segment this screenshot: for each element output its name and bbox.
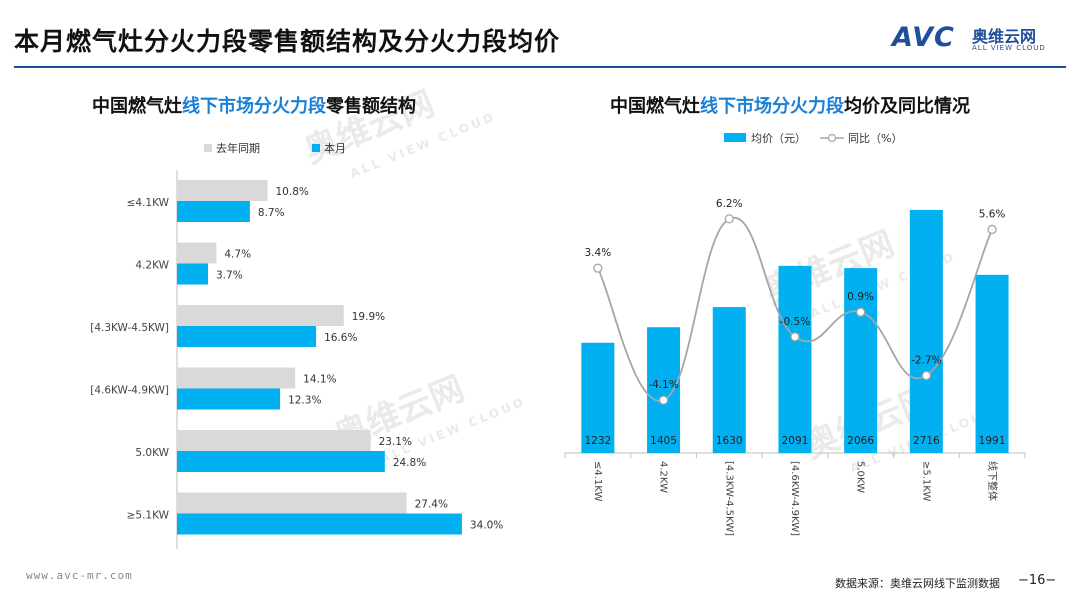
bar-avg-price xyxy=(909,209,943,453)
right-title-prefix: 中国燃气灶 xyxy=(610,96,700,117)
line-marker-yoy xyxy=(658,395,669,405)
legend-marker-yoy xyxy=(827,133,837,143)
data-label-last-year: 14.1% xyxy=(303,374,336,386)
legend-label-yoy: 同比（%） xyxy=(848,132,902,145)
avc-logo: AVC 奥维云网 ALL VIEW CLOUD xyxy=(892,22,1062,58)
category-label: [4.6KW-4.9KW] xyxy=(789,461,800,536)
data-label-last-year: 4.7% xyxy=(224,249,251,261)
data-label-last-year: 19.9% xyxy=(352,311,385,323)
left-title-prefix: 中国燃气灶 xyxy=(92,96,182,117)
data-label-last-year: 27.4% xyxy=(415,499,448,511)
left-title-suffix: 零售额结构 xyxy=(326,96,416,117)
bar-this-month xyxy=(177,388,281,410)
bar-avg-price xyxy=(712,307,746,453)
right-combo-chart: 均价（元） 同比（%） 1232 ≤4.1KW 1405 4.2KW 1630 [4.3KW-… xyxy=(564,132,1026,536)
legend-label-price: 均价（元） xyxy=(751,132,806,145)
bar-last-year xyxy=(177,180,268,201)
bar-last-year xyxy=(177,305,344,326)
data-label-yoy: 5.6% xyxy=(979,208,1006,220)
category-label: 线下整体 xyxy=(986,461,999,501)
bar-this-month xyxy=(177,451,385,472)
data-label-yoy: -0.5% xyxy=(780,316,810,328)
data-label-yoy: 0.9% xyxy=(847,291,874,303)
data-label-avg-price: 2066 xyxy=(847,435,874,447)
data-label-last-year: 10.8% xyxy=(276,186,309,198)
logo-en: ALL VIEW CLOUD xyxy=(972,44,1046,52)
category-label: ≥5.1KW xyxy=(127,510,170,522)
data-label-avg-price: 1405 xyxy=(650,435,677,447)
category-label: [4.3KW-4.5KW] xyxy=(90,322,169,334)
right-title-highlight: 线下市场分火力段 xyxy=(700,96,844,117)
bar-this-month xyxy=(177,201,250,222)
data-label-last-year: 23.1% xyxy=(379,436,412,448)
line-marker-yoy xyxy=(790,332,800,342)
right-chart-title: 中国燃气灶线下市场分火力段均价及同比情况 xyxy=(610,92,970,118)
category-label: [4.6KW-4.9KW] xyxy=(90,385,169,397)
data-label-yoy: -2.7% xyxy=(911,355,941,367)
data-label-this-month: 8.7% xyxy=(258,207,285,219)
category-label: 4.2KW xyxy=(658,461,669,493)
category-label: 4.2KW xyxy=(135,260,169,272)
data-label-yoy: 6.2% xyxy=(716,198,743,210)
bar-avg-price xyxy=(844,268,878,453)
data-label-avg-price: 2091 xyxy=(782,435,809,447)
logo-cn: 奥维云网 xyxy=(972,27,1037,46)
bar-avg-price xyxy=(647,327,681,453)
bar-last-year xyxy=(177,430,371,451)
data-label-yoy: 3.4% xyxy=(585,247,612,259)
bar-this-month xyxy=(177,513,462,535)
data-label-yoy: -4.1% xyxy=(648,379,678,391)
bar-this-month xyxy=(177,326,317,347)
bar-last-year xyxy=(177,242,217,264)
data-label-avg-price: 1232 xyxy=(584,435,611,447)
legend-swatch-price xyxy=(724,133,746,142)
data-label-avg-price: 2716 xyxy=(913,435,940,447)
data-label-this-month: 16.6% xyxy=(324,332,357,344)
right-title-suffix: 均价及同比情况 xyxy=(844,96,970,117)
category-label: 5.0KW xyxy=(135,447,169,459)
data-label-avg-price: 1991 xyxy=(979,435,1006,447)
left-chart-title: 中国燃气灶线下市场分火力段零售额结构 xyxy=(92,92,416,118)
line-marker-yoy xyxy=(921,370,932,381)
bar-avg-price xyxy=(581,342,615,453)
category-label: ≥5.1KW xyxy=(920,461,931,501)
left-bar-chart: 去年同期 本月 ≤4.1KW 10.8% 8.7% 4.2KW 4.7% 3.7% [4.3KW… xyxy=(90,141,503,549)
legend-label-this-month: 本月 xyxy=(324,141,346,155)
header-rule xyxy=(14,66,1066,68)
footer-source: 数据来源：奥维云网线下监测数据 xyxy=(835,577,1000,590)
bar-avg-price xyxy=(975,274,1009,453)
data-label-this-month: 24.8% xyxy=(393,457,426,469)
legend-label-last-year: 去年同期 xyxy=(216,141,260,155)
line-marker-yoy xyxy=(987,224,997,235)
bar-this-month xyxy=(177,263,209,285)
page-title: 本月燃气灶分火力段零售额结构及分火力段均价 xyxy=(14,27,561,56)
legend-swatch-last-year xyxy=(204,144,212,152)
bar-last-year xyxy=(177,367,296,389)
footer-url: www.avc-mr.com xyxy=(26,569,133,582)
bar-last-year xyxy=(177,492,407,514)
category-label: [4.3KW-4.5KW] xyxy=(723,461,734,536)
data-label-avg-price: 1630 xyxy=(716,435,743,447)
line-marker-yoy xyxy=(724,214,734,224)
logo-mark: AVC xyxy=(892,22,955,53)
legend-swatch-this-month xyxy=(312,144,320,152)
left-title-highlight: 线下市场分火力段 xyxy=(182,96,326,117)
page-number: −16− xyxy=(1018,573,1057,588)
line-marker-yoy xyxy=(855,307,866,317)
data-label-this-month: 12.3% xyxy=(288,395,321,407)
data-label-this-month: 34.0% xyxy=(470,520,503,532)
line-marker-yoy xyxy=(593,263,603,273)
category-label: 5.0KW xyxy=(855,461,866,493)
category-label: ≤4.1KW xyxy=(592,461,603,501)
bar-avg-price xyxy=(778,265,812,453)
category-label: ≤4.1KW xyxy=(127,197,170,209)
data-label-this-month: 3.7% xyxy=(216,270,243,282)
